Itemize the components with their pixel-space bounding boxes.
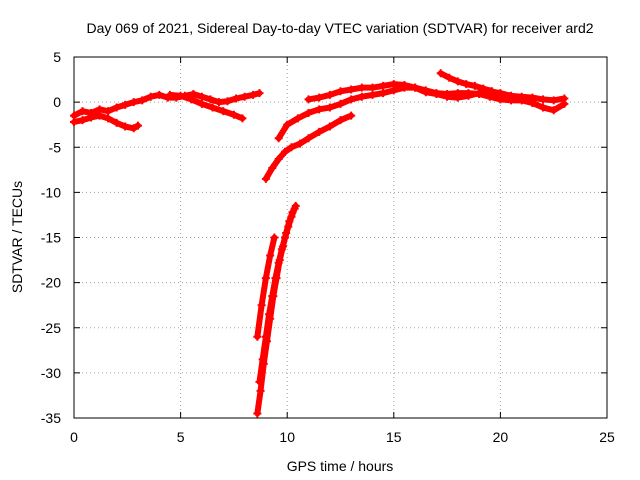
data-points xyxy=(70,69,569,418)
x-axis-label: GPS time / hours xyxy=(287,458,394,474)
y-tick-label: -35 xyxy=(41,410,61,426)
y-tick-label: 5 xyxy=(53,49,61,65)
data-track-segment xyxy=(550,100,568,114)
x-tick-label: 5 xyxy=(177,429,185,445)
x-tick-label: 20 xyxy=(493,429,509,445)
data-point xyxy=(238,114,247,123)
plot-frame xyxy=(73,56,608,419)
x-tick-label: 0 xyxy=(70,429,78,445)
grid-lines xyxy=(74,57,607,418)
axis-ticks: 0 5 10 15 20 25 5 0 -5 -10 -15 -20 -25 -30 -35 xyxy=(41,49,615,445)
data-point xyxy=(270,233,279,242)
data-track-segment xyxy=(254,302,265,340)
data-point xyxy=(347,111,356,120)
data-point xyxy=(290,204,299,213)
y-axis-label: SDTVAR / TECUs xyxy=(9,181,25,293)
y-tick-label: -25 xyxy=(41,320,61,336)
data-point xyxy=(496,90,505,99)
data-point xyxy=(133,121,142,130)
data-point xyxy=(560,94,569,103)
x-tick-label: 10 xyxy=(279,429,295,445)
x-tick-label: 25 xyxy=(599,429,615,445)
data-point xyxy=(255,89,264,98)
y-tick-label: -20 xyxy=(41,275,61,291)
y-tick-label: -15 xyxy=(41,230,61,246)
data-track-segment xyxy=(258,275,269,309)
y-tick-label: -30 xyxy=(41,365,61,381)
y-tick-label: -5 xyxy=(49,139,62,155)
y-tick-label: -10 xyxy=(41,184,61,200)
x-tick-label: 15 xyxy=(386,429,402,445)
y-tick-label: 0 xyxy=(53,94,61,110)
chart-title: Day 069 of 2021, Sidereal Day-to-day VTE… xyxy=(86,20,593,36)
